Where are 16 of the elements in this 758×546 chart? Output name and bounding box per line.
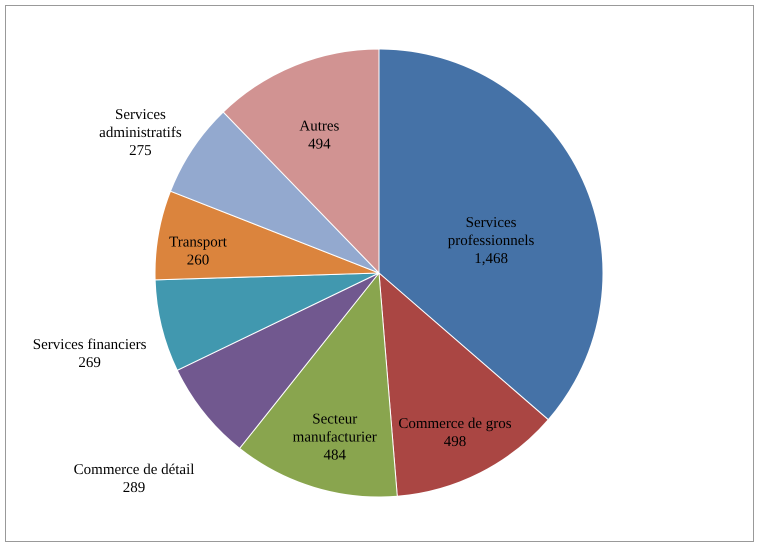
slice-label: Transport [169, 234, 228, 251]
data-label: 260 [186, 252, 210, 269]
data-label: 289 [122, 480, 146, 496]
slice-label: Secteur manufacturier [292, 412, 377, 446]
slice-label: Autres [299, 118, 340, 135]
data-label: 484 [323, 448, 346, 464]
slice-label: Services financiers [32, 336, 147, 353]
slice-label: Commerce de détail [74, 462, 194, 478]
slice-label: Services professionnels [448, 214, 535, 249]
slice-label: Commerce de gros [398, 416, 512, 432]
data-label: 1,468 [474, 250, 508, 267]
data-label: 498 [444, 434, 466, 450]
data-label: 275 [129, 142, 152, 159]
data-label: 494 [308, 136, 332, 153]
slice-label: Services administratifs [99, 106, 182, 141]
data-label: 269 [78, 354, 101, 371]
